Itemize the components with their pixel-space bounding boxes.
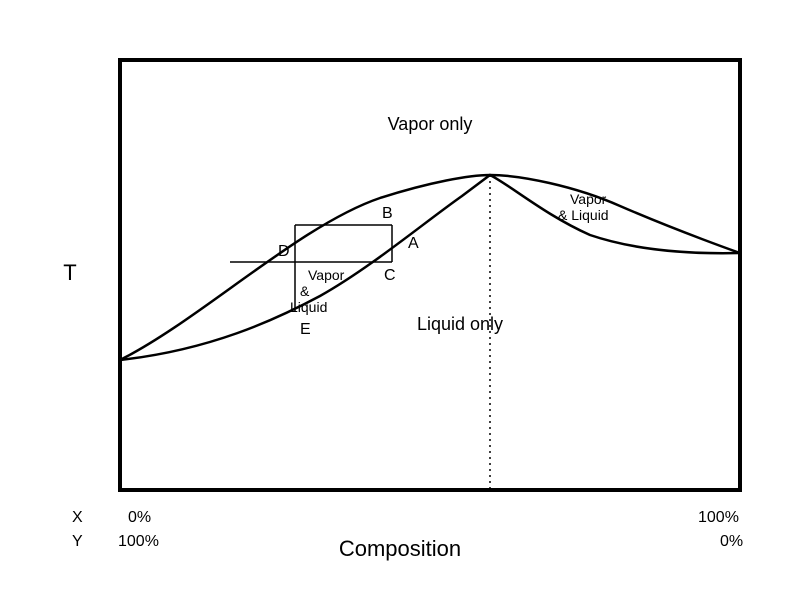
left-lens-label-2: & [300, 283, 310, 299]
vapor-only-label: Vapor only [388, 114, 473, 134]
left-lens-label-1: Vapor [308, 267, 345, 283]
left-y-tick: 100% [118, 533, 159, 550]
y-row-label: Y [72, 533, 83, 550]
point-c-label: C [384, 267, 396, 284]
phase-diagram: Vapor only Liquid only Vapor & Liquid Va… [0, 0, 800, 600]
x-row-label: X [72, 509, 83, 526]
right-lens-label-2: & Liquid [558, 207, 609, 223]
diagram-svg: Vapor only Liquid only Vapor & Liquid Va… [0, 0, 800, 600]
left-x-tick: 0% [128, 509, 151, 526]
right-lens-label-1: Vapor [570, 191, 607, 207]
left-lens-label-3: Liquid [290, 299, 327, 315]
right-y-tick: 0% [720, 533, 743, 550]
point-e-label: E [300, 321, 311, 338]
point-a-label: A [408, 235, 419, 252]
liquid-only-label: Liquid only [417, 314, 503, 334]
point-d-label: D [278, 243, 290, 260]
y-axis-label: T [63, 260, 76, 285]
right-x-tick: 100% [698, 509, 739, 526]
x-axis-label: Composition [339, 536, 461, 561]
point-b-label: B [382, 205, 393, 222]
